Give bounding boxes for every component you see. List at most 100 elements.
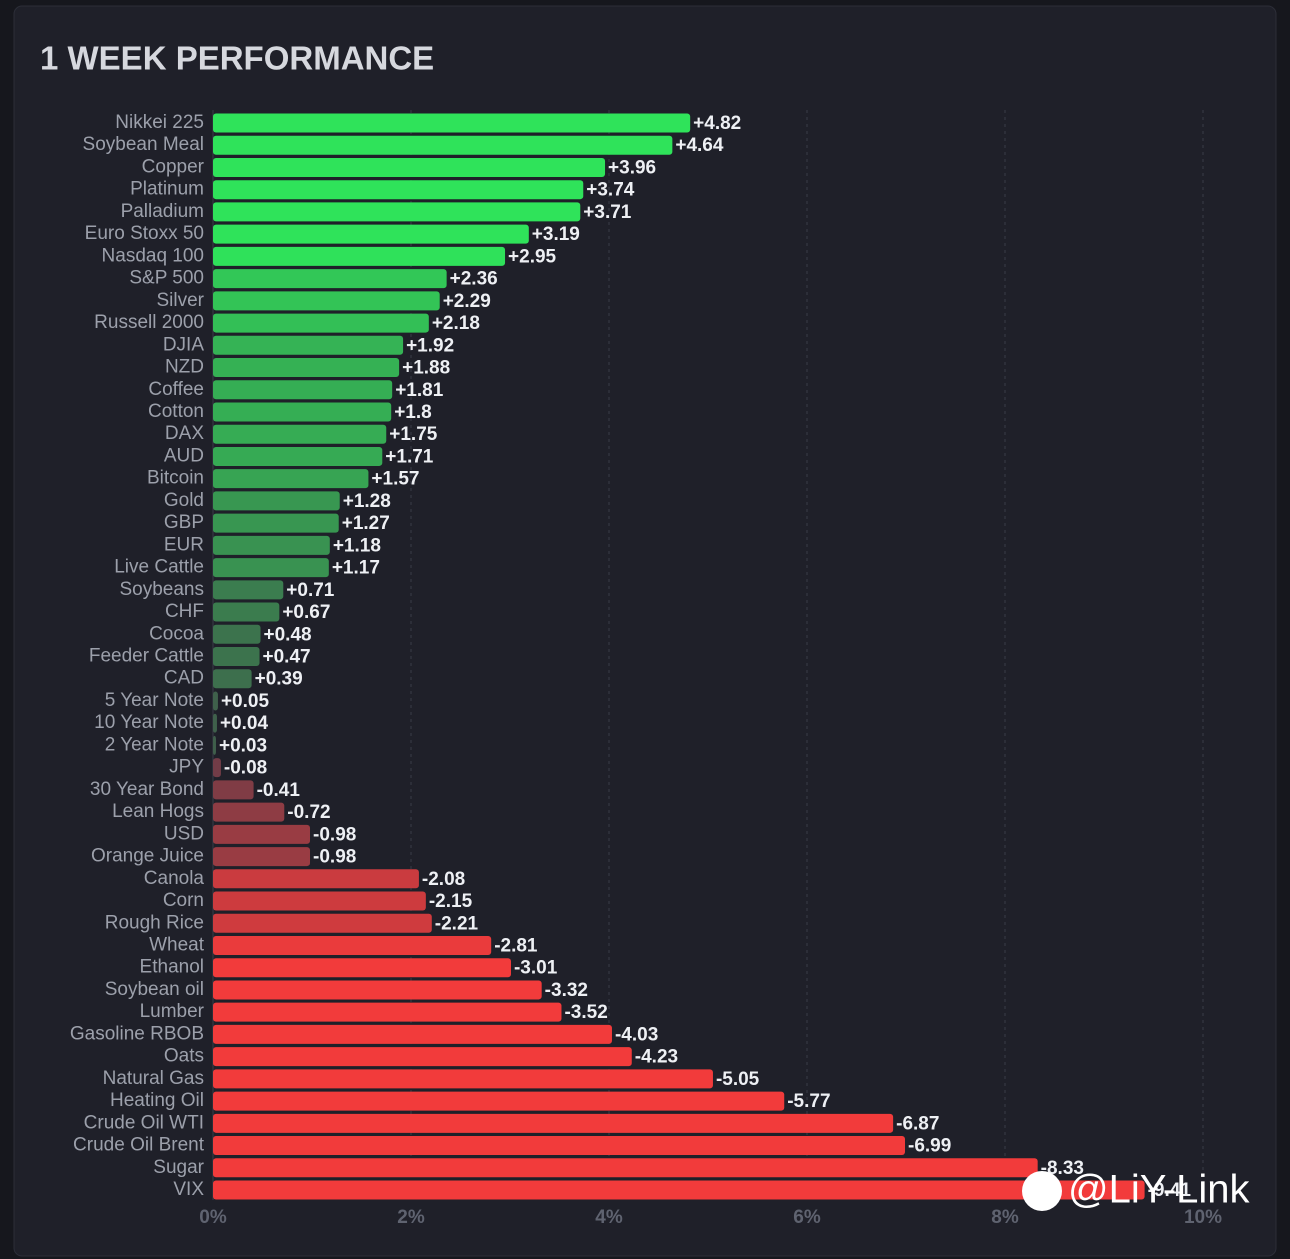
category-label: CAD xyxy=(164,668,204,689)
bar xyxy=(213,669,252,689)
bar xyxy=(213,869,419,889)
value-label: -0.98 xyxy=(313,847,356,868)
x-tick-label: 10% xyxy=(1184,1207,1222,1228)
value-label: -2.15 xyxy=(429,891,473,912)
bar xyxy=(213,469,369,489)
category-label: Cocoa xyxy=(149,623,204,644)
bar xyxy=(213,913,432,933)
category-label: Rough Rice xyxy=(105,912,204,933)
bar xyxy=(213,802,285,822)
category-label: Copper xyxy=(142,156,205,177)
bar xyxy=(213,935,492,955)
category-label: DJIA xyxy=(163,334,205,355)
category-label: EUR xyxy=(164,534,204,555)
bar xyxy=(213,269,447,289)
bar xyxy=(213,291,440,311)
bar xyxy=(213,847,311,867)
value-label: +4.82 xyxy=(693,113,741,134)
category-label: Platinum xyxy=(130,179,204,200)
value-label: -6.87 xyxy=(896,1113,939,1134)
bar xyxy=(213,824,311,844)
bar xyxy=(213,1002,562,1022)
bar xyxy=(213,980,542,1000)
x-tick-label: 8% xyxy=(991,1207,1019,1228)
value-label: +2.29 xyxy=(443,291,491,312)
category-label: Wheat xyxy=(149,934,205,955)
bar xyxy=(213,246,506,266)
value-label: +1.8 xyxy=(394,402,432,423)
value-label: -5.05 xyxy=(716,1069,760,1090)
bar xyxy=(213,624,261,644)
bar xyxy=(213,891,426,911)
value-label: +1.28 xyxy=(343,491,391,512)
category-label: Nasdaq 100 xyxy=(102,245,204,266)
value-label: +1.75 xyxy=(389,424,438,445)
value-label: -2.08 xyxy=(422,869,465,890)
category-label: Palladium xyxy=(121,201,204,222)
bar xyxy=(213,202,581,222)
value-label: +1.92 xyxy=(406,335,454,356)
category-label: Crude Oil WTI xyxy=(84,1112,204,1133)
category-label: Euro Stoxx 50 xyxy=(85,223,204,244)
value-label: +0.71 xyxy=(286,580,335,601)
category-label: Ethanol xyxy=(140,957,204,978)
category-label: 2 Year Note xyxy=(105,734,204,755)
category-label: Feeder Cattle xyxy=(89,646,204,667)
category-label: Bitcoin xyxy=(147,468,204,489)
bar xyxy=(213,735,216,755)
category-label: VIX xyxy=(173,1179,204,1200)
category-label: Corn xyxy=(163,890,204,911)
value-label: +1.18 xyxy=(333,535,381,556)
bar xyxy=(213,958,511,978)
bar xyxy=(213,513,339,533)
category-label: Cotton xyxy=(148,401,204,422)
value-label: -2.81 xyxy=(494,935,538,956)
value-label: -9.41 xyxy=(1148,1180,1192,1201)
category-label: USD xyxy=(164,823,204,844)
bar xyxy=(213,224,529,244)
category-label: DAX xyxy=(165,423,204,444)
bar xyxy=(213,424,387,444)
bar xyxy=(213,491,340,511)
category-label: 5 Year Note xyxy=(105,690,204,711)
value-label: +2.95 xyxy=(508,246,557,267)
category-label: Sugar xyxy=(153,1157,204,1178)
value-label: +0.48 xyxy=(264,624,312,645)
category-label: Soybean Meal xyxy=(83,134,204,155)
category-label: Nikkei 225 xyxy=(115,112,204,133)
value-label: -2.21 xyxy=(435,913,479,934)
bar xyxy=(213,780,254,800)
category-label: Natural Gas xyxy=(103,1068,204,1089)
value-label: -0.08 xyxy=(224,758,267,779)
category-label: 10 Year Note xyxy=(94,712,204,733)
value-label: +1.17 xyxy=(332,558,380,579)
category-label: GBP xyxy=(164,512,204,533)
bar xyxy=(213,113,691,133)
value-label: +0.39 xyxy=(255,669,303,690)
category-label: Heating Oil xyxy=(110,1090,204,1111)
value-label: -0.41 xyxy=(257,780,301,801)
bar xyxy=(213,535,330,555)
value-label: -4.23 xyxy=(635,1047,678,1068)
category-label: 30 Year Bond xyxy=(90,779,204,800)
category-label: Soybeans xyxy=(119,579,204,600)
category-label: CHF xyxy=(165,601,204,622)
category-label: Soybean oil xyxy=(105,979,204,1000)
bar xyxy=(213,402,392,422)
bar xyxy=(213,1047,632,1067)
category-label: Coffee xyxy=(148,379,204,400)
x-tick-label: 2% xyxy=(397,1207,425,1228)
bar xyxy=(213,446,383,466)
bar xyxy=(213,580,284,600)
bar xyxy=(213,602,280,622)
bar xyxy=(213,135,673,155)
value-label: -3.52 xyxy=(564,1002,607,1023)
value-label: +1.27 xyxy=(342,513,390,534)
category-label: NZD xyxy=(165,357,204,378)
category-label: JPY xyxy=(169,757,204,778)
value-label: +1.71 xyxy=(385,446,434,467)
value-label: -3.01 xyxy=(514,958,558,979)
value-label: +0.03 xyxy=(219,735,267,756)
value-label: -5.77 xyxy=(787,1091,830,1112)
